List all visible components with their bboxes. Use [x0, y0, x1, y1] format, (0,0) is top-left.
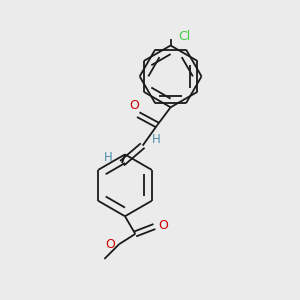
Text: O: O — [129, 99, 139, 112]
Text: Cl: Cl — [178, 30, 190, 43]
Text: O: O — [105, 238, 115, 251]
Text: H: H — [152, 133, 161, 146]
Text: O: O — [158, 219, 168, 232]
Text: H: H — [104, 151, 112, 164]
